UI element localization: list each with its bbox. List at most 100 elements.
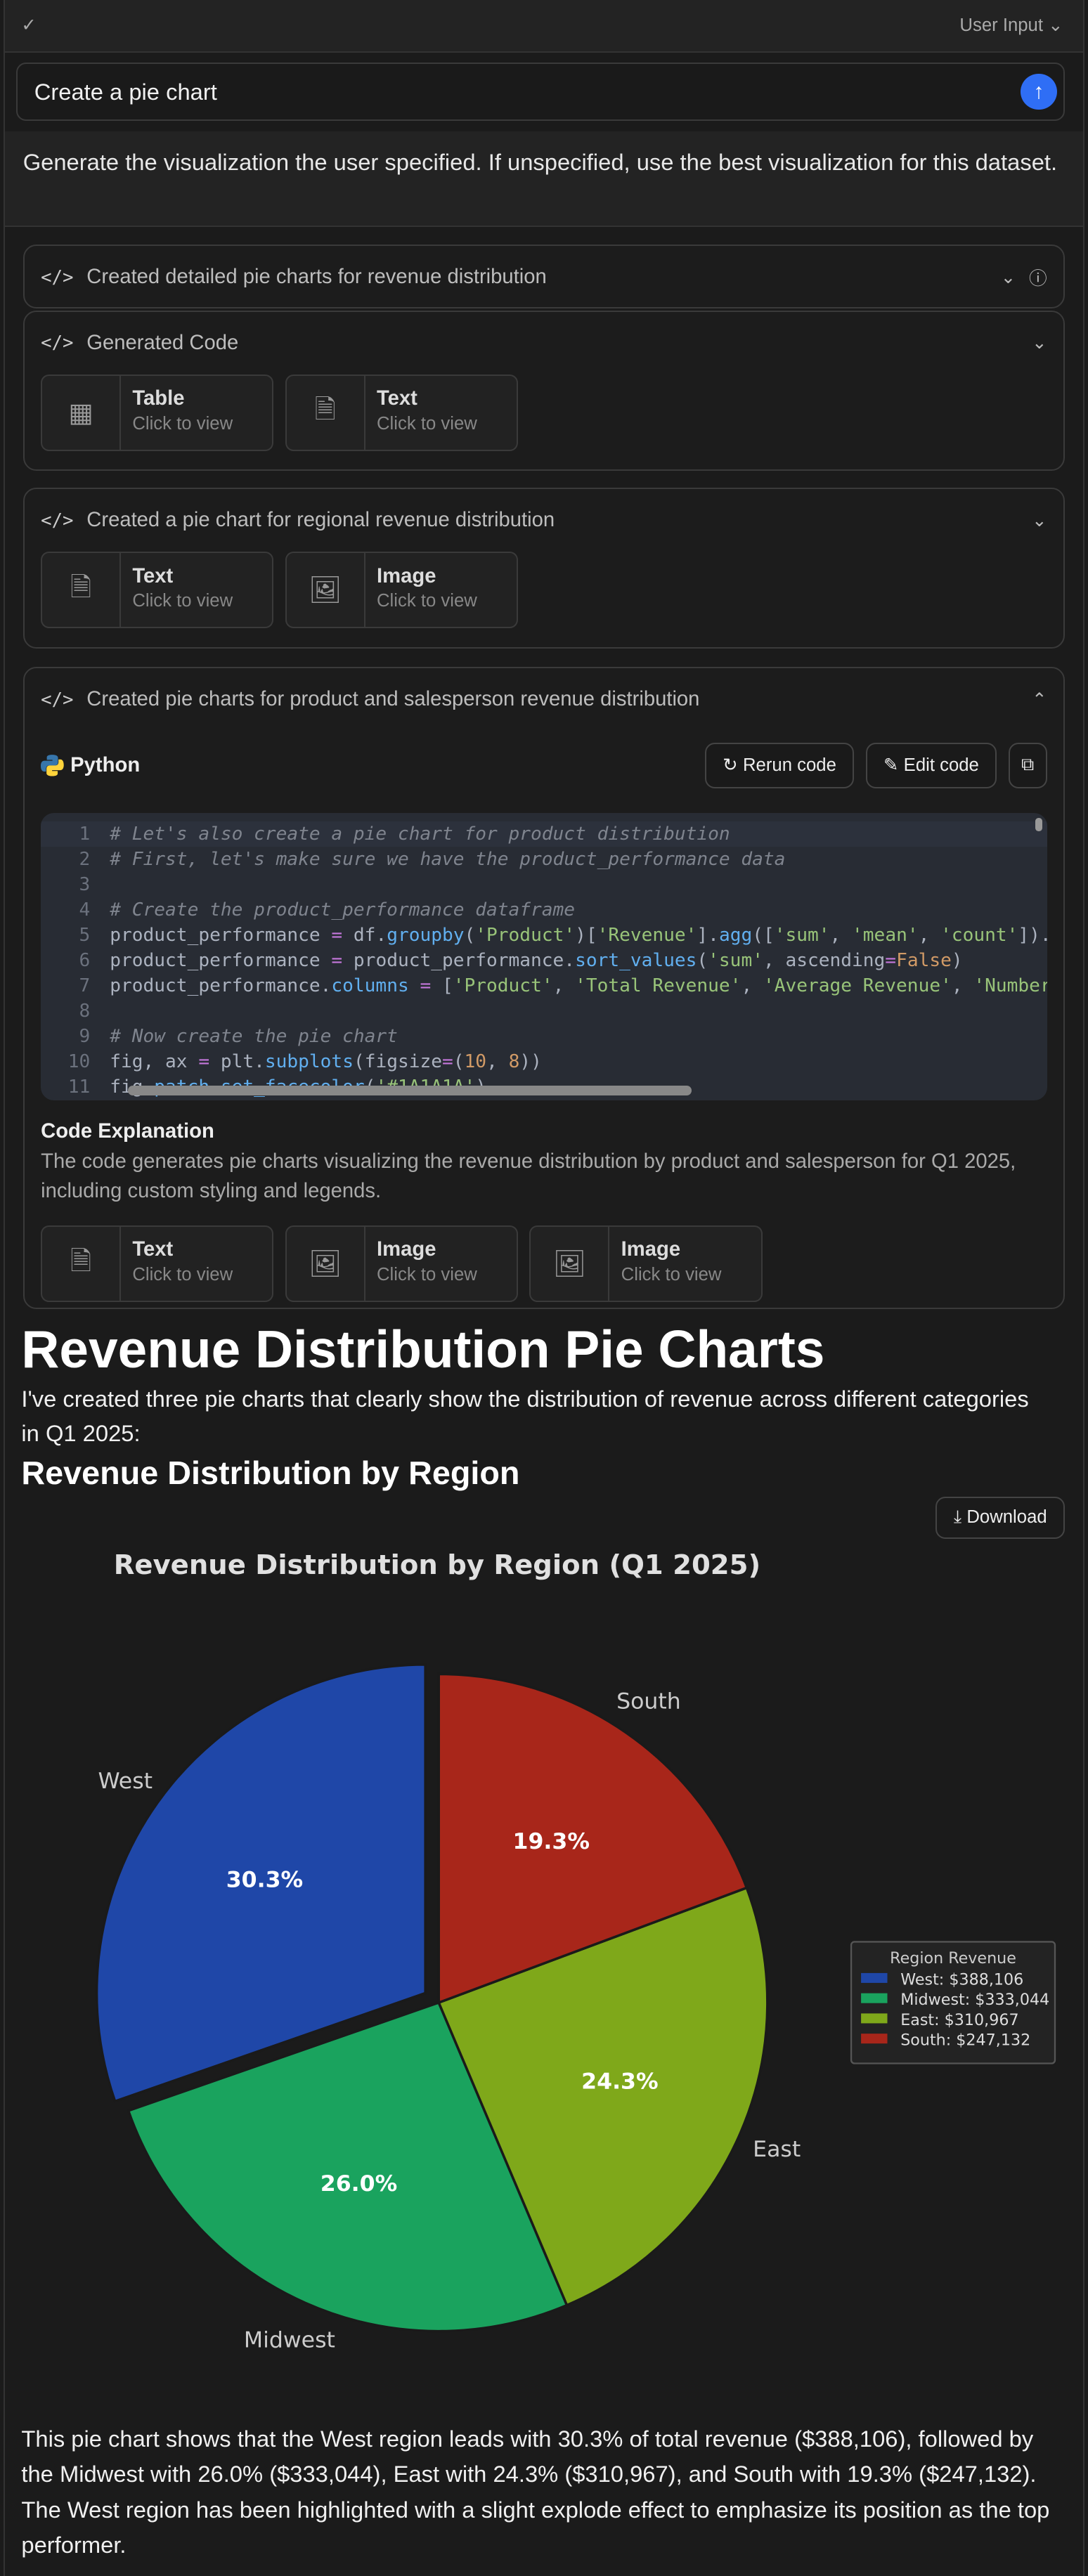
code-token: = [442, 1050, 453, 1072]
code-icon: </> [41, 332, 74, 354]
image-tile[interactable]: 🖼 Image Click to view [285, 1225, 519, 1303]
legend-entry: East: $310,967 [900, 2011, 1018, 2029]
table-tile[interactable]: ▦ Table Click to view [41, 374, 274, 451]
code-token: , [741, 975, 763, 996]
slice-category-label: South [616, 1689, 681, 1715]
explanation-title: Code Explanation [41, 1120, 214, 1143]
horizontal-scrollbar[interactable] [128, 1086, 692, 1096]
info-icon[interactable]: ⓘ [1028, 269, 1047, 290]
line-number: 9 [79, 1025, 91, 1047]
code-token: 'sum' [708, 949, 763, 971]
code-token: df. [342, 924, 387, 946]
tile-sub: Click to view [621, 1265, 722, 1285]
text-tile[interactable]: 🗎 Text Click to view [41, 1225, 274, 1303]
text-tile[interactable]: 🗎 Text Click to view [285, 374, 519, 451]
code-token: = [420, 975, 432, 996]
rerun-code-button[interactable]: ↻ Rerun code [704, 742, 855, 788]
card-title: Generated Code [86, 331, 239, 354]
code-line: 7 product_performance. columns = ['Product… [41, 973, 1047, 998]
copy-button[interactable]: ⧉ [1008, 742, 1047, 788]
code-token: product_performance. [342, 949, 576, 971]
prompt-text: Create a pie chart [34, 78, 217, 105]
tile-label: Image [377, 564, 436, 587]
python-icon [41, 754, 64, 776]
slice-percent-label: 19.3% [513, 1829, 590, 1854]
code-editor[interactable]: 1 # Let's also create a pie chart for pro… [41, 812, 1047, 1101]
prompt-input[interactable]: Create a pie chart ↑ [16, 62, 1066, 122]
card-regional-pie: </> Created a pie chart for regional reve… [22, 488, 1066, 649]
code-token: ( [697, 949, 708, 971]
line-number: 2 [79, 848, 91, 870]
slice-percent-label: 24.3% [581, 2069, 658, 2095]
line-number: 1 [79, 823, 91, 845]
intro-text: I've created three pie charts that clear… [21, 1386, 1029, 1447]
slice-category-label: East [753, 2137, 801, 2162]
code-token: 8 [508, 1050, 520, 1072]
code-token: 'Product' [453, 975, 553, 996]
legend-entry: South: $247,132 [900, 2031, 1030, 2050]
download-label: Download [966, 1507, 1047, 1528]
code-token: 'mean' [852, 924, 919, 946]
user-input-label: User Input [959, 15, 1043, 36]
explanation-text: The code generates pie charts visualizin… [41, 1150, 1016, 1202]
image-tile[interactable]: 🖼 Image Click to view [529, 1225, 763, 1303]
arrow-up-icon: ↑ [1033, 79, 1044, 104]
edit-code-button[interactable]: ✎ Edit code [865, 742, 997, 788]
pie-slice-south [437, 1672, 749, 2005]
code-line: 5 product_performance = df. groupby('Produ… [41, 923, 1047, 948]
code-token [409, 973, 420, 998]
line-number: 10 [67, 1050, 91, 1072]
chart-title: Revenue Distribution by Region (Q1 2025) [114, 1549, 760, 1581]
code-token: ) [951, 949, 963, 971]
code-token: ( [464, 924, 476, 946]
edit-label: Edit code [903, 755, 979, 775]
code-token: # Now create the pie chart [110, 1025, 398, 1047]
card-detailed-pie[interactable]: </> Created detailed pie charts for reven… [22, 245, 1066, 308]
code-token: = [331, 949, 343, 971]
download-button[interactable]: ⤓ Download [935, 1496, 1066, 1540]
line-number: 4 [79, 899, 91, 921]
code-token: 'Number of Sales' [973, 975, 1047, 996]
send-button[interactable]: ↑ [1021, 73, 1057, 110]
copy-icon: ⧉ [1021, 755, 1035, 775]
code-line: 8 [41, 998, 1047, 1024]
tile-sub: Click to view [132, 591, 233, 611]
legend-swatch [861, 2034, 888, 2044]
document-icon: 🗎 [42, 553, 121, 627]
line-number: 5 [79, 924, 91, 946]
code-token: 'Average Revenue' [763, 975, 952, 996]
line-number: 11 [67, 1076, 91, 1098]
image-icon: 🖼 [531, 1227, 610, 1301]
chevron-down-icon[interactable]: ⌄ [1032, 510, 1047, 531]
tile-label: Text [132, 564, 174, 587]
document-icon: 🗎 [42, 1227, 121, 1301]
code-token: 'count' [940, 924, 1018, 946]
page-heading: Revenue Distribution Pie Charts [21, 1320, 825, 1379]
chevron-down-icon[interactable]: ⌄ [1048, 15, 1063, 36]
code-token: # Create the product_performance datafra… [110, 899, 576, 921]
chevron-up-icon[interactable]: ⌃ [1032, 689, 1047, 710]
code-token: plt. [209, 1050, 265, 1072]
tile-sub: Click to view [132, 413, 233, 434]
vertical-scrollbar[interactable] [1035, 817, 1042, 831]
code-icon: </> [41, 509, 74, 531]
code-token: = [198, 1050, 210, 1072]
code-line: 10 fig, ax = plt. subplots (figsize =(10, 8)… [41, 1049, 1047, 1074]
check-icon: ✓ [21, 15, 37, 36]
tile-label: Text [377, 387, 417, 410]
chevron-down-icon[interactable]: ⌄ [1000, 267, 1016, 287]
legend-swatch [861, 1972, 888, 1983]
code-token: 'Total Revenue' [575, 975, 741, 996]
step-header[interactable]: ✓ User Input ⌄ [5, 0, 1083, 53]
legend-title: Region Revenue [890, 1949, 1016, 1967]
code-token: False [896, 949, 952, 971]
chart-legend: Region Revenue West: $388,106 Midwest: $3… [850, 1941, 1056, 2064]
code-token: , [829, 924, 853, 946]
table-icon: ▦ [42, 375, 121, 450]
image-tile[interactable]: 🖼 Image Click to view [285, 552, 519, 629]
image-icon: 🖼 [287, 553, 365, 627]
tile-label: Image [377, 1238, 436, 1261]
text-tile[interactable]: 🗎 Text Click to view [41, 552, 274, 629]
chevron-down-icon[interactable]: ⌄ [1032, 333, 1047, 353]
tile-label: Text [132, 1238, 174, 1261]
